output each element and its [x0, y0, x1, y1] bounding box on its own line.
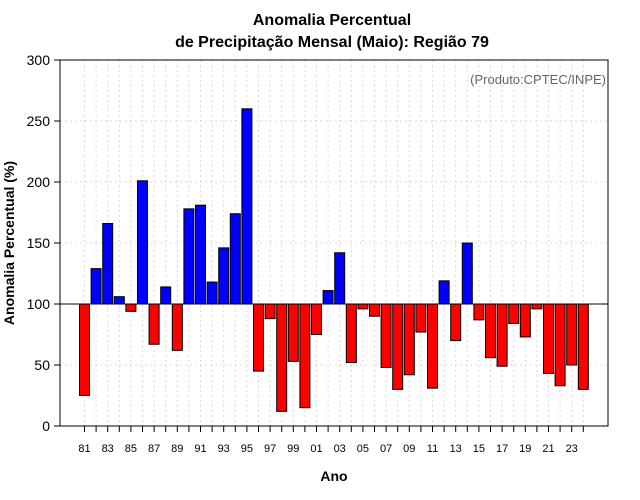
y-tick-label: 250 — [27, 113, 51, 129]
bar-03 — [334, 252, 346, 305]
x-axis-label: Ano — [320, 468, 347, 484]
bar-86 — [137, 180, 148, 305]
bar-23 — [566, 303, 578, 366]
bar-12 — [438, 280, 450, 305]
bar-15 — [473, 303, 485, 321]
x-tick-label: 21 — [542, 443, 554, 455]
bars-group — [79, 108, 589, 412]
bar-97 — [264, 303, 276, 320]
bar-21 — [543, 303, 554, 375]
bar-02 — [322, 290, 334, 305]
bar-17 — [496, 303, 508, 367]
bar-20 — [531, 303, 543, 310]
x-tick-label: 17 — [496, 443, 508, 455]
bar-14 — [461, 242, 473, 305]
bar-08 — [392, 303, 404, 390]
bar-81 — [79, 303, 90, 396]
bar-98 — [276, 303, 288, 412]
x-tick-label: 09 — [403, 443, 415, 455]
x-tick-label: 15 — [473, 443, 485, 455]
x-tick-label: 95 — [241, 443, 253, 455]
x-tick-label: 81 — [78, 443, 90, 455]
bar-19 — [519, 303, 531, 338]
x-tick-label: 99 — [287, 443, 299, 455]
bar-89 — [171, 303, 183, 351]
bar-22 — [554, 303, 566, 387]
y-tick-label: 150 — [27, 235, 51, 251]
x-tick-label: 93 — [218, 443, 230, 455]
bar-07 — [380, 303, 392, 368]
x-tick-label: 87 — [148, 443, 160, 455]
y-tick-label: 50 — [34, 357, 50, 373]
bar-90 — [183, 208, 195, 305]
bar-05 — [357, 303, 369, 310]
chart-title-line1: Anomalia Percentual — [253, 12, 411, 29]
x-tick-label: 05 — [357, 443, 369, 455]
bar-83 — [102, 222, 114, 305]
bar-13 — [450, 303, 462, 342]
y-axis: 0 50 100 150 200 250 300 — [27, 52, 60, 434]
bar-91 — [195, 204, 206, 305]
x-axis: 81 83 85 87 89 91 93 95 97 99 01 03 05 07 09 11 13 15 17 19… — [78, 426, 584, 455]
x-tick-label: 85 — [125, 443, 137, 455]
x-tick-label: 89 — [171, 443, 183, 455]
bar-18 — [508, 303, 520, 325]
x-tick-label: 97 — [264, 443, 276, 455]
x-tick-label: 91 — [194, 443, 206, 455]
bar-84 — [113, 296, 125, 305]
x-tick-label: 13 — [450, 443, 462, 455]
x-tick-label: 11 — [427, 443, 438, 455]
x-tick-label: 01 — [310, 443, 322, 455]
y-tick-label: 0 — [42, 418, 50, 434]
x-tick-label: 19 — [519, 443, 531, 455]
bar-88 — [160, 286, 172, 305]
y-tick-label: 100 — [27, 296, 51, 312]
bar-11 — [427, 303, 438, 389]
chart-title-line2: de Precipitação Mensal (Maio): Região 79 — [175, 34, 489, 51]
bar-09 — [403, 303, 415, 376]
bar-10 — [415, 303, 427, 333]
x-tick-label: 83 — [102, 443, 114, 455]
bar-95 — [241, 108, 253, 305]
x-tick-label: 07 — [380, 443, 392, 455]
bar-82 — [90, 268, 102, 305]
bar-96 — [253, 303, 264, 372]
bar-00 — [299, 303, 311, 409]
x-tick-label: 03 — [334, 443, 346, 455]
bar-04 — [345, 303, 357, 364]
bar-85 — [125, 303, 137, 312]
bar-01 — [311, 303, 322, 335]
bar-06 — [369, 303, 380, 317]
x-tick-label: 23 — [566, 443, 578, 455]
bar-87 — [148, 303, 160, 345]
credit-label: (Produto:CPTEC/INPE) — [470, 72, 606, 87]
bar-93 — [218, 247, 230, 305]
bar-24 — [577, 303, 589, 390]
y-axis-label: Anomalia Percentual (%) — [1, 161, 17, 325]
bar-92 — [206, 281, 218, 305]
bar-99 — [287, 303, 299, 362]
y-tick-label: 200 — [27, 174, 51, 190]
y-tick-label: 300 — [27, 52, 51, 68]
bar-16 — [485, 303, 496, 359]
bar-94 — [229, 213, 241, 305]
